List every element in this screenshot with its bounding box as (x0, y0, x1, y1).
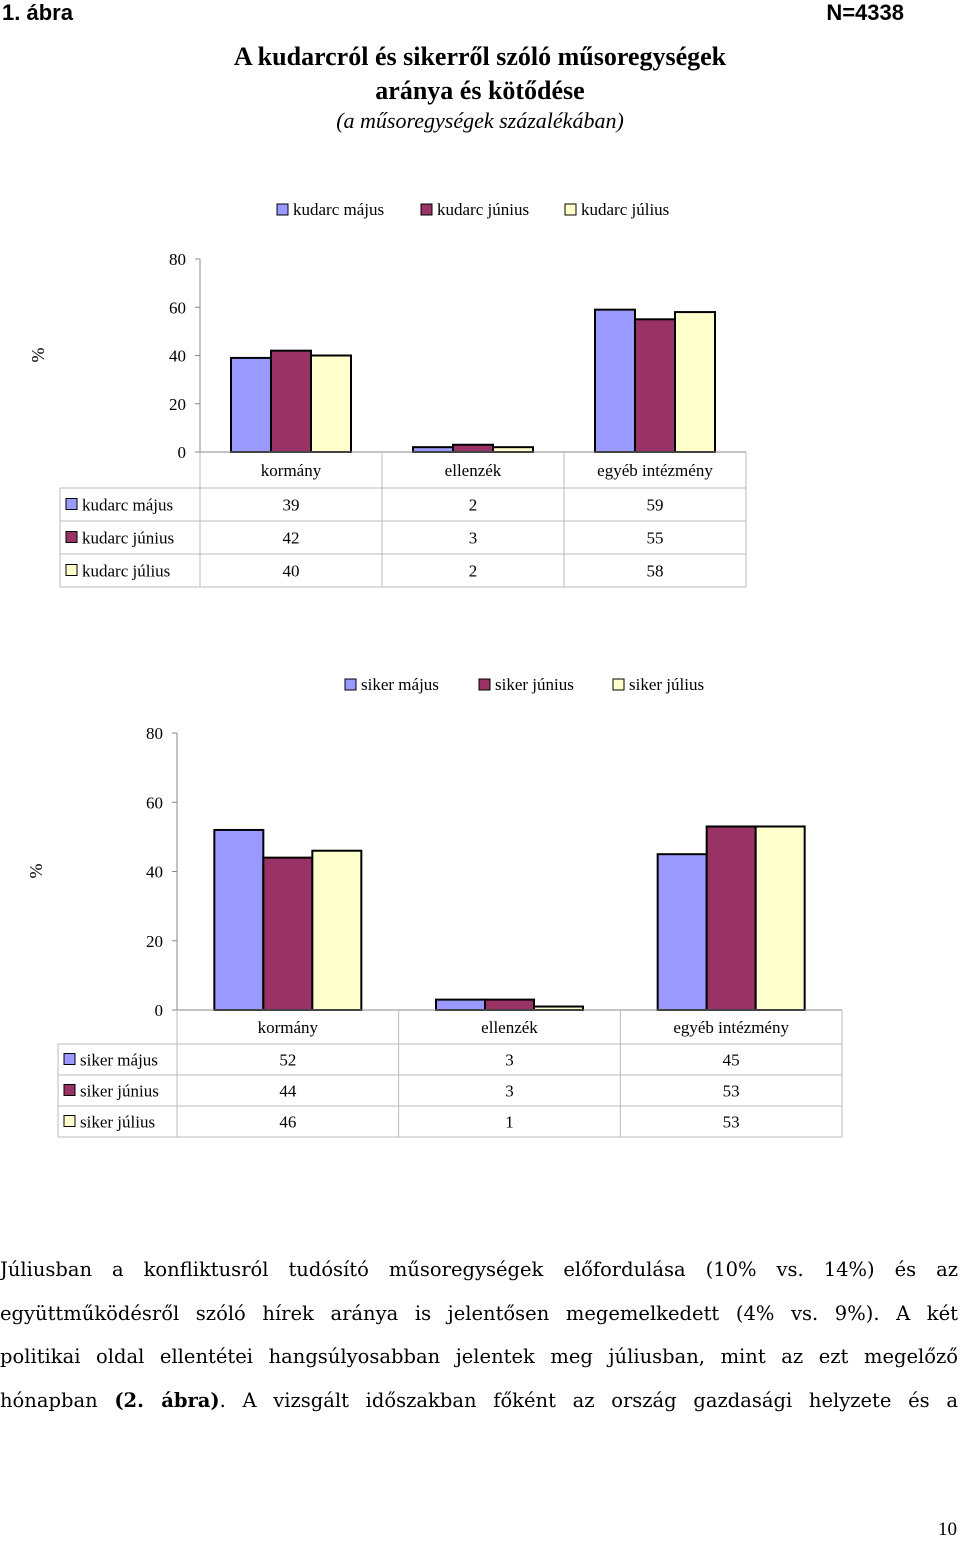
table-cell-value: 39 (283, 496, 300, 515)
table-cell-value: 55 (647, 529, 664, 548)
y-tick-label: 20 (146, 932, 163, 951)
category-label: egyéb intézmény (673, 1018, 789, 1037)
table-cell-value: 2 (469, 562, 478, 581)
sample-size-label: N=4338 (826, 0, 904, 25)
y-axis-label: % (28, 348, 48, 363)
table-cell-value: 53 (723, 1082, 740, 1101)
y-tick-label: 40 (146, 863, 163, 882)
bar (705, 825, 757, 1011)
table-cell-value: 1 (505, 1113, 514, 1132)
y-tick-label: 80 (146, 724, 163, 743)
table-cell-value: 59 (647, 496, 664, 515)
category-label: egyéb intézmény (597, 461, 713, 480)
table-cell-value: 2 (469, 496, 478, 515)
table-row-swatch (63, 1115, 76, 1127)
bar (656, 853, 708, 1011)
y-tick-label: 20 (169, 395, 186, 414)
bar (452, 443, 494, 453)
bar (634, 318, 676, 453)
legend-swatch (478, 678, 491, 691)
bar (311, 849, 363, 1011)
bar (435, 998, 486, 1011)
bar (230, 356, 272, 454)
table-row-swatch (63, 1053, 76, 1065)
legend-swatch (564, 203, 577, 216)
category-label: kormány (258, 1018, 319, 1037)
y-tick-label: 60 (146, 793, 163, 812)
y-tick-label: 60 (169, 298, 186, 317)
bar (674, 311, 716, 453)
legend-label: kudarc május (293, 200, 384, 219)
table-row-swatch (65, 531, 78, 543)
table-cell-value: 45 (723, 1051, 740, 1070)
chart-title-line1: A kudarcról és sikerről szóló műsoregysé… (233, 42, 727, 71)
legend-label: siker május (361, 675, 439, 694)
table-cell-value: 3 (505, 1051, 514, 1070)
bar (484, 998, 535, 1011)
legend-label: kudarc július (581, 200, 669, 219)
y-tick-label: 0 (178, 443, 187, 462)
table-row-swatch (63, 1084, 76, 1096)
paragraph-line: hónapban (2. ábra). A vizsgált időszakba… (0, 1379, 958, 1423)
table-row-label: siker május (80, 1051, 158, 1070)
paragraph-line: Júliusban a konfliktusról tudósító műsor… (0, 1258, 958, 1281)
bar (310, 354, 352, 453)
page-number: 10 (938, 1519, 957, 1540)
table-cell-value: 44 (279, 1082, 297, 1101)
table-row-label: kudarc május (82, 496, 173, 515)
table-cell-value: 3 (505, 1082, 514, 1101)
table-row-swatch (65, 564, 78, 576)
paragraph-text: hónapban (0, 1388, 115, 1412)
body-paragraph: Júliusban a konfliktusról tudósító műsor… (0, 1248, 958, 1422)
bar (262, 856, 314, 1011)
table-row-label: kudarc július (82, 562, 170, 581)
table-cell-value: 53 (723, 1113, 740, 1132)
figure-label: 1. ábra (2, 0, 73, 25)
chart-title-line2: aránya és kötődése (375, 76, 585, 105)
bar (213, 828, 265, 1011)
y-tick-label: 40 (169, 347, 186, 366)
chart-subtitle: (a műsoregységek százalékában) (336, 108, 624, 133)
bar (754, 825, 806, 1011)
table-row-label: kudarc június (82, 529, 174, 548)
legend-label: kudarc június (437, 200, 529, 219)
legend-swatch (612, 678, 625, 691)
table-cell-value: 3 (469, 529, 478, 548)
category-label: ellenzék (481, 1018, 538, 1037)
paragraph-text: . A vizsgált időszakban főként az ország… (219, 1388, 958, 1412)
table-cell-value: 52 (279, 1051, 296, 1070)
legend-swatch (420, 203, 433, 216)
legend-swatch (276, 203, 289, 216)
legend-label: siker június (495, 675, 574, 694)
bar (492, 446, 534, 453)
bar (270, 349, 312, 453)
table-cell-value: 42 (283, 529, 300, 548)
y-tick-label: 80 (169, 250, 186, 269)
paragraph-line: együttműködésről szóló hírek aránya is j… (0, 1301, 958, 1325)
table-cell-value: 58 (647, 562, 664, 581)
table-row-label: siker július (80, 1113, 155, 1132)
legend-label: siker július (629, 675, 704, 694)
figure-reference: (2. ábra) (114, 1388, 220, 1412)
category-label: kormány (261, 461, 322, 480)
bar (533, 1005, 584, 1012)
failure-bar-chart: kudarc május kudarc június kudarc július% 0… (28, 200, 747, 588)
y-axis-label: % (26, 864, 46, 879)
legend-swatch (344, 678, 357, 691)
bar (412, 446, 454, 453)
paragraph-line: politikai oldal ellentétei hangsúlyosabb… (0, 1345, 958, 1368)
success-bar-chart: siker május siker június siker július% 0 20 4… (26, 675, 843, 1138)
category-label: ellenzék (445, 461, 502, 480)
y-tick-label: 0 (155, 1001, 164, 1020)
table-row-label: siker június (80, 1082, 159, 1101)
table-cell-value: 40 (283, 562, 300, 581)
bar (594, 308, 636, 453)
table-cell-value: 46 (279, 1113, 296, 1132)
table-row-swatch (65, 498, 78, 510)
